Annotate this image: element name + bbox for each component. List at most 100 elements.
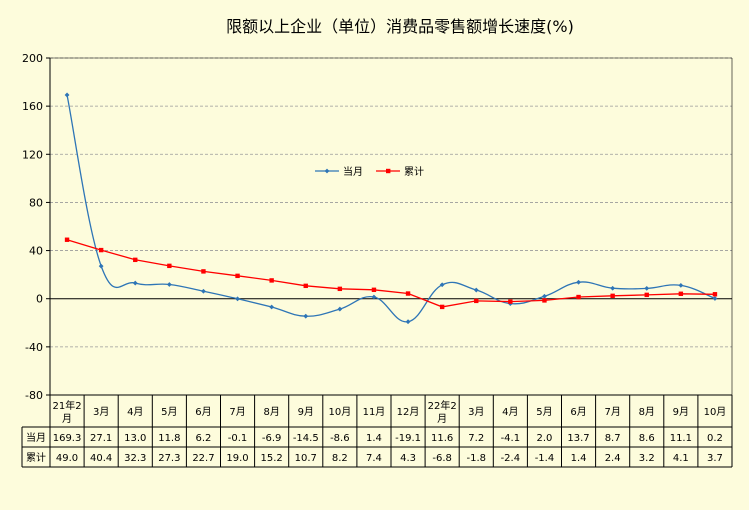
data-point-leiji xyxy=(610,293,615,299)
table-row-header-1: 累计 xyxy=(26,451,46,464)
table-cell: 7.4 xyxy=(366,453,382,464)
legend-marker-0 xyxy=(324,168,330,174)
y-tick-label: 0 xyxy=(36,293,43,306)
table-cell: 27.3 xyxy=(158,453,180,464)
table-cell: 15.2 xyxy=(261,453,283,464)
data-point-dangyue xyxy=(439,282,445,288)
table-cell: 22.7 xyxy=(192,453,214,464)
table-cell: 11.1 xyxy=(670,433,692,444)
data-point-leiji xyxy=(303,283,308,289)
data-point-leiji xyxy=(235,273,240,279)
table-cell: 49.0 xyxy=(56,453,78,464)
x-tick-label: 8月 xyxy=(639,406,655,418)
data-point-leiji xyxy=(576,294,581,300)
legend-label-1: 累计 xyxy=(404,165,424,178)
y-tick-label: 80 xyxy=(29,196,43,209)
x-tick-label: 11月 xyxy=(363,406,386,418)
table-cell: -1.4 xyxy=(535,453,555,464)
table-cell: -14.5 xyxy=(293,433,319,444)
series-line-0 xyxy=(66,94,716,323)
table-cell: 13.0 xyxy=(124,433,146,444)
table-cell: -8.6 xyxy=(330,433,350,444)
data-point-dangyue xyxy=(610,285,616,291)
table-cell: 27.1 xyxy=(90,433,112,444)
series-group xyxy=(64,92,718,325)
data-point-dangyue xyxy=(712,296,718,301)
table-cell: 169.3 xyxy=(53,433,82,444)
data-point-dangyue xyxy=(166,282,172,287)
x-tick-label: 8月 xyxy=(263,406,279,418)
x-tick-label: 3月 xyxy=(468,406,484,418)
table-cell: 2.0 xyxy=(536,433,552,444)
table-cell: 3.2 xyxy=(639,453,655,464)
table-cell: 4.1 xyxy=(673,453,689,464)
x-tick-label: 9月 xyxy=(298,406,314,418)
x-tick-label: 6月 xyxy=(195,406,211,418)
table-cell: 3.7 xyxy=(707,453,723,464)
table-row-header-0: 当月 xyxy=(26,431,46,444)
data-point-leiji xyxy=(269,278,274,283)
data-point-leiji xyxy=(371,287,377,293)
x-tick-label: 6月 xyxy=(570,406,586,418)
table-cell: 8.6 xyxy=(639,433,655,444)
data-point-dangyue xyxy=(405,319,411,325)
chart-title: 限额以上企业（单位）消费品零售额增长速度(%) xyxy=(226,17,574,36)
data-point-leiji xyxy=(474,298,479,304)
y-tick-label: 40 xyxy=(29,245,43,258)
data-point-dangyue xyxy=(678,282,684,288)
y-tick-label: 120 xyxy=(22,148,43,161)
data-point-dangyue xyxy=(542,293,547,299)
table-cell: -2.4 xyxy=(501,453,521,464)
table-cell: 19.0 xyxy=(226,453,248,464)
x-tick-label: 4月 xyxy=(127,406,143,418)
data-point-leiji xyxy=(133,257,138,263)
table-cell: 7.2 xyxy=(468,433,484,444)
data-table: 21年2 月 3月 4月 5月 6月 7月 8月 9月 10月 11月 12月 22年2 月 3月 4月 5月 6… xyxy=(21,394,733,468)
data-point-dangyue xyxy=(98,263,104,269)
legend-marker-1 xyxy=(386,168,391,174)
y-tick-label: 160 xyxy=(22,100,43,113)
x-tick-label: 22年2 月 xyxy=(428,399,457,425)
y-tick-label: -80 xyxy=(25,389,43,402)
x-tick-label: 10月 xyxy=(704,406,727,418)
data-point-dangyue xyxy=(337,306,343,312)
data-point-leiji xyxy=(678,291,684,296)
data-point-leiji xyxy=(98,247,104,253)
x-tick-label: 12月 xyxy=(397,406,420,418)
data-point-leiji xyxy=(508,299,513,304)
table-cell: 32.3 xyxy=(124,453,146,464)
table-cell: 1.4 xyxy=(571,453,587,464)
data-point-leiji xyxy=(64,237,70,242)
y-axis-ticks: 200 160 120 80 40 0 -40 -80 xyxy=(22,52,43,402)
data-point-leiji xyxy=(542,298,547,303)
table-cell: 4.3 xyxy=(400,453,416,464)
table-cell: 8.7 xyxy=(605,433,621,444)
x-tick-label: 4月 xyxy=(502,406,518,418)
data-point-leiji xyxy=(167,263,172,269)
data-point-leiji xyxy=(439,304,445,310)
data-point-leiji xyxy=(712,292,718,297)
x-tick-label: 5月 xyxy=(161,406,177,418)
table-cell: -6.8 xyxy=(432,453,452,464)
table-cell: 40.4 xyxy=(90,453,112,464)
data-point-dangyue xyxy=(473,287,479,293)
data-point-leiji xyxy=(405,291,411,296)
x-tick-label: 21年2 月 xyxy=(53,399,82,425)
table-cell: -0.1 xyxy=(228,433,248,444)
table-cell: -19.1 xyxy=(395,433,421,444)
data-point-dangyue xyxy=(201,288,206,294)
data-point-dangyue xyxy=(371,294,377,300)
table-cell: 1.4 xyxy=(366,433,382,444)
x-tick-label: 10月 xyxy=(328,406,351,418)
x-tick-label: 9月 xyxy=(673,406,689,418)
table-cell: 2.4 xyxy=(605,453,621,464)
y-tick-label: 200 xyxy=(22,52,43,65)
data-point-dangyue xyxy=(64,92,70,98)
series-line-1 xyxy=(66,239,716,308)
data-point-dangyue xyxy=(303,313,309,319)
table-cell: 8.2 xyxy=(332,453,348,464)
legend-label-0: 当月 xyxy=(343,165,363,178)
table-cell: 0.2 xyxy=(707,433,723,444)
x-tick-label: 3月 xyxy=(93,406,109,418)
